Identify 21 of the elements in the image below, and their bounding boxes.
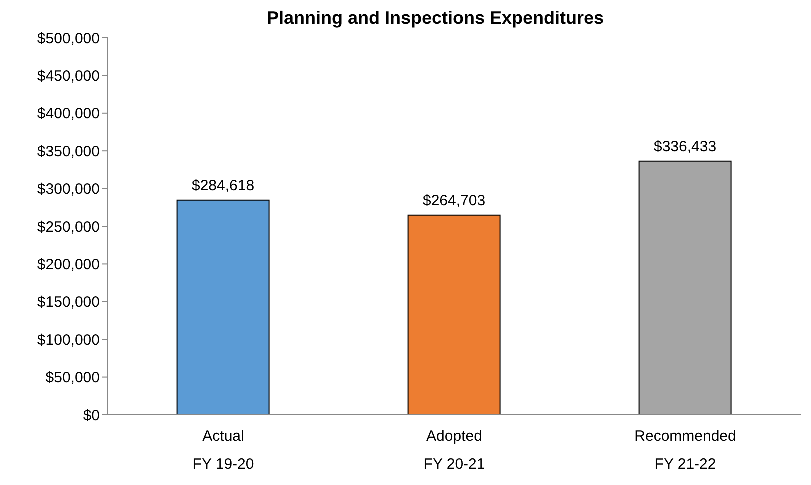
y-tick-label: $150,000 [37, 294, 100, 312]
y-tick-label: $350,000 [37, 143, 100, 160]
bar [176, 200, 270, 415]
bar [408, 214, 501, 415]
y-tick-label: $100,000 [37, 332, 100, 349]
data-label: $284,618 [192, 177, 255, 194]
y-tick-label: $200,000 [37, 256, 100, 274]
data-label: $264,703 [423, 192, 486, 210]
y-tick-label: $500,000 [37, 30, 100, 48]
bar [638, 160, 732, 415]
y-tick-label: $300,000 [37, 181, 100, 198]
x-tick-label: Actual FY 19-20 [192, 428, 254, 473]
y-tick-label: $250,000 [37, 218, 100, 236]
y-tick-label: $0 [83, 407, 100, 424]
chart-title: Planning and Inspections Expenditures [266, 8, 606, 30]
y-tick-label: $450,000 [37, 68, 100, 86]
data-label: $336,433 [654, 138, 717, 156]
y-tick-label: $50,000 [46, 370, 100, 387]
y-tick-label: $400,000 [37, 106, 100, 123]
x-tick-label: Adopted FY 20-21 [424, 428, 486, 473]
x-tick-label: Recommended FY 21-22 [634, 428, 736, 473]
